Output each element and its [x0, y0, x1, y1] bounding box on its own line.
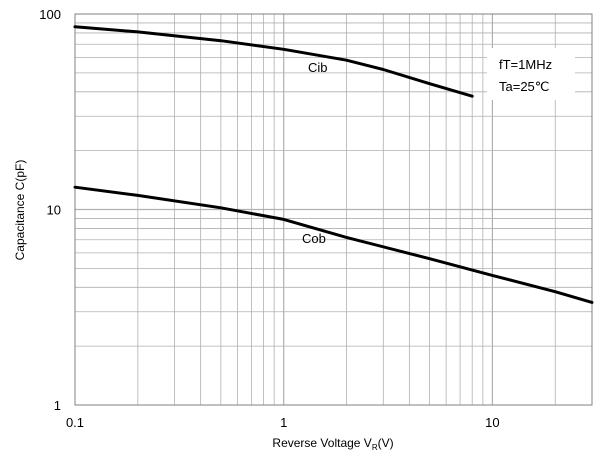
y-tick-label: 10 [47, 203, 61, 218]
annotation-box [487, 48, 575, 100]
x-axis-label-main: Reverse Voltage V [272, 436, 371, 450]
x-tick-label: 10 [485, 415, 499, 430]
series-line-cob [73, 185, 594, 304]
annotation-temperature: Ta=25℃ [499, 79, 549, 94]
x-axis-label-unit: (V) [378, 436, 394, 450]
y-tick-label: 100 [39, 7, 61, 22]
x-tick-label: 1 [280, 415, 287, 430]
tick-labels: 0.1 1 10 1 10 100 [39, 7, 499, 430]
x-tick-label: 0.1 [66, 415, 84, 430]
annotation-frequency: fT=1MHz [499, 57, 552, 72]
x-axis-label: Reverse Voltage VR(V) [272, 436, 393, 452]
series-label-cob: Cob [302, 231, 326, 246]
series-group [73, 25, 594, 304]
series-line-cib [73, 25, 474, 98]
series-label-cib: Cib [308, 60, 328, 75]
grid [75, 14, 592, 405]
plot-frame [74, 13, 593, 406]
x-axis-label-subscript: R [372, 443, 378, 452]
y-axis-label: Capacitance C(pF) [13, 160, 27, 261]
y-tick-label: 1 [54, 398, 61, 413]
